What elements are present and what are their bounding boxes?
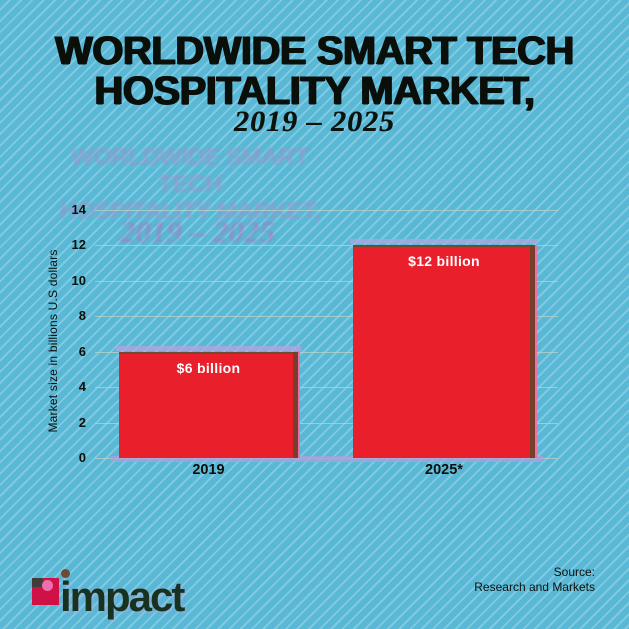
source-attribution: Source: Research and Markets [474,565,595,595]
logo-corner-block [32,578,43,587]
chart-subtitle: 2019 – 2025 [234,105,395,138]
gridline [95,245,558,247]
y-tick-label: 12 [71,237,86,253]
chart-title-line-1: WORLDWIDE SMART TECH [55,29,574,73]
x-axis-label: 2019 [192,462,225,478]
y-tick-label: 6 [78,343,86,359]
baseline-shadow [111,456,543,462]
bar-value-label: $12 billion [408,253,480,270]
x-axis-label: 2025* [425,462,463,478]
source-label: Source: [553,565,595,579]
logo-square-icon [32,578,59,605]
y-tick-label: 8 [78,308,86,324]
y-tick-label: 4 [78,379,86,395]
gridline [95,422,558,424]
source-name: Research and Markets [474,580,595,594]
chart-title-line-2: HOSPITALITY MARKET, [94,69,535,113]
gridline [95,351,558,353]
logo-text: impact [60,573,185,620]
y-tick-label: 14 [71,202,86,217]
y-tick-label: 10 [71,272,86,288]
plot-area: $6 billion $12 billion [95,210,558,462]
impact-logo: impact [30,565,200,620]
ghost-title-line-1: WORLDWIDE SMART TECH [71,144,309,198]
y-tick-label: 2 [78,414,86,430]
logo-pink-dot-icon [42,580,53,591]
y-axis-tick-labels: 0 2 4 6 8 10 12 14 [38,202,86,465]
y-tick-label: 0 [78,450,86,465]
gridline [95,316,558,318]
logo-i-dot-icon [61,569,70,578]
chart-title: WORLDWIDE SMART TECH HOSPITALITY MARKET, [0,31,629,111]
x-axis-labels: 2019 2025* [95,462,558,482]
bar-value-label: $6 billion [176,359,241,376]
gridline [95,280,558,282]
gridline [95,387,558,389]
bar-2025: $12 billion [350,239,538,458]
bar-2019: $6 billion [116,345,301,458]
gridline [95,210,558,211]
